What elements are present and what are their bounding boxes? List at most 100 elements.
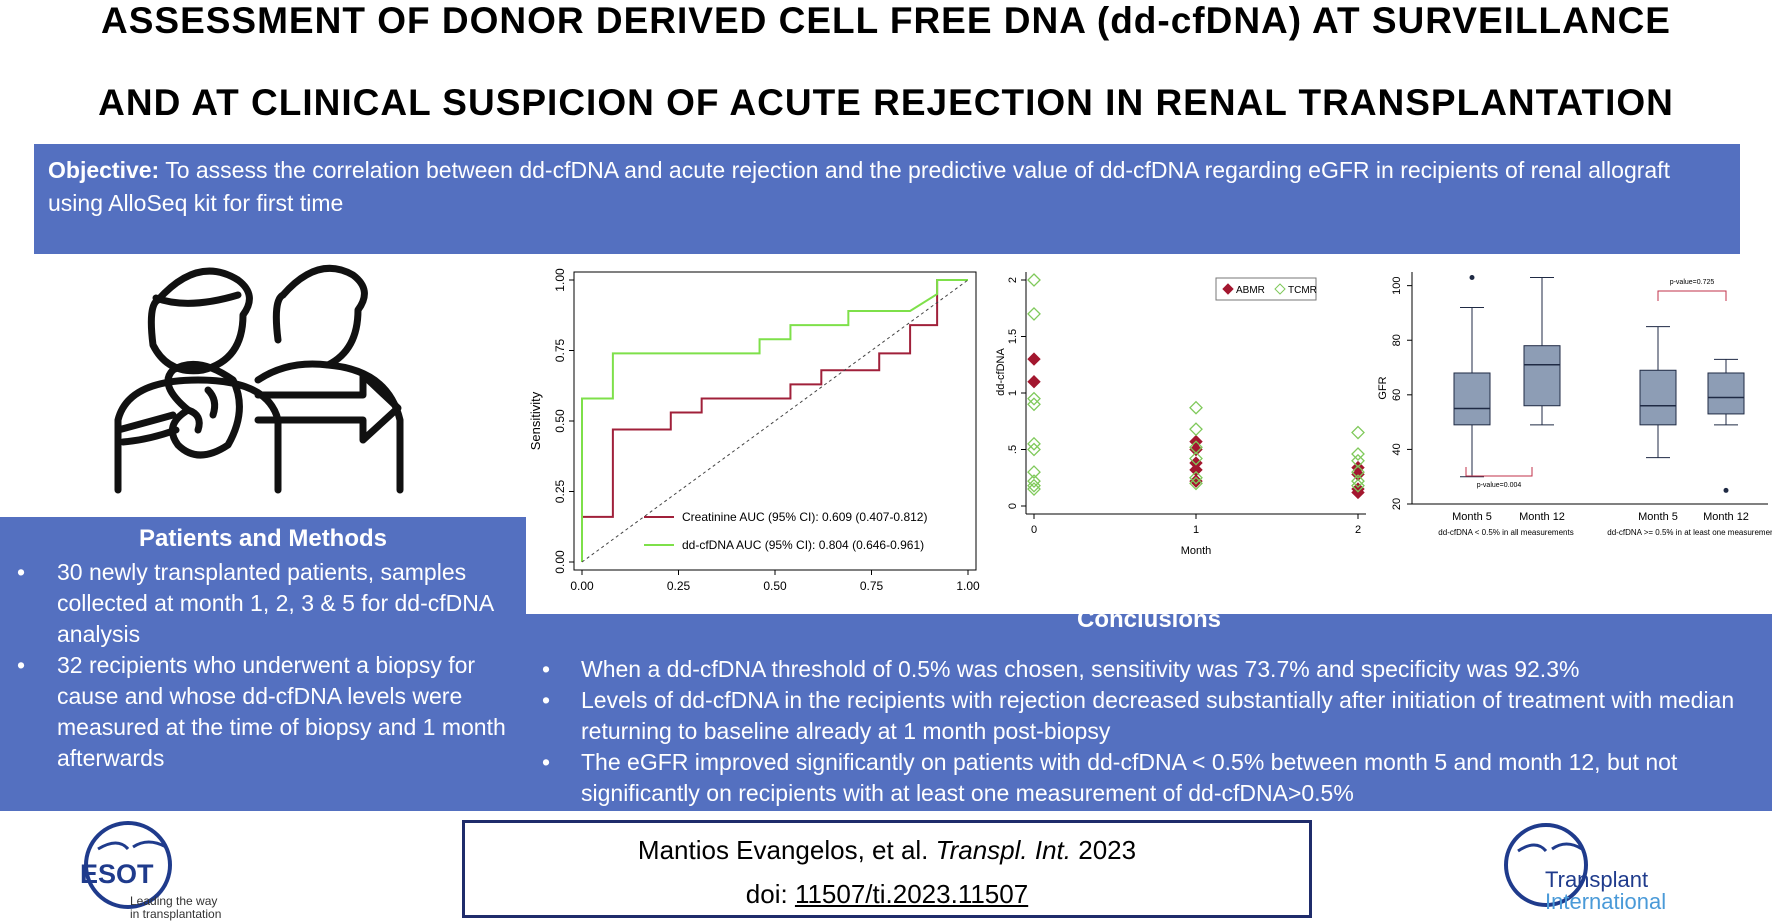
scatter-point (1189, 451, 1203, 466)
box-category-label: Month 5 (1638, 511, 1678, 523)
scatter-point (1351, 478, 1365, 493)
scatter-point (1189, 400, 1203, 415)
conclusions-list: When a dd-cfDNA threshold of 0.5% was ch… (526, 654, 1772, 809)
methods-panel: Patients and Methods 30 newly transplant… (0, 517, 526, 811)
scatter-point (1027, 306, 1041, 321)
box-y-axis-label: GFR (1377, 376, 1389, 399)
scatter-point (1189, 463, 1203, 477)
roc-legend-label: Creatinine AUC (95% CI): 0.609 (0.407-0.… (682, 510, 927, 524)
scatter-y-axis-label: dd-cfDNA (995, 348, 1007, 396)
scatter-y-tick-label: 1 (1007, 390, 1019, 396)
roc-x-tick-label: 0.25 (667, 579, 691, 593)
roc-plot-frame (573, 271, 977, 571)
roc-legend-label: dd-cfDNA AUC (95% CI): 0.804 (0.646-0.96… (682, 538, 924, 552)
scatter-point (1351, 474, 1365, 489)
scatter-point (1027, 442, 1041, 457)
scatter-point (1027, 482, 1041, 496)
scatter-point (1027, 352, 1041, 366)
box-rect (1707, 372, 1745, 415)
citation-authors: Mantios Evangelos, et al. (637, 835, 929, 865)
scatter-point (1027, 478, 1041, 493)
ti-logo-mark (1504, 823, 1588, 907)
box-category-label: Month 5 (1452, 511, 1492, 523)
citation-doi-link[interactable]: 11507/ti.2023.11507 (794, 879, 1029, 909)
citation-journal: Transpl. Int. (935, 835, 1071, 865)
conclusions-item: The eGFR improved significantly on patie… (526, 747, 1772, 809)
roc-y-tick-label: 0.75 (553, 338, 567, 362)
esot-tagline: Leading the way in transplantation (130, 895, 221, 921)
objective-label: Objective: (48, 157, 160, 183)
roc-x-tick-label: 1.00 (956, 579, 980, 593)
citation-box: Mantios Evangelos, et al. Transpl. Int. … (462, 820, 1312, 918)
scatter-legend-box (1215, 277, 1317, 301)
ti-line-2: International (1545, 889, 1667, 914)
scatter-legend-marker (1274, 283, 1286, 295)
scatter-point (1189, 422, 1203, 437)
citation-line-2: doi: 11507/ti.2023.11507 (465, 877, 1309, 911)
box-chart: 20 40 60 80 100 GFR Month 5 Month 12 Month 5 Mont… (1376, 262, 1772, 604)
scatter-chart-svg: 0 1 2 0 .5 1 1.5 2 Month dd-cfDNA ABMR TCMR (995, 272, 1366, 557)
roc-x-tick-label: 0.00 (570, 579, 594, 593)
box-group-label: dd-cfDNA >= 0.5% in at least one measure… (1607, 528, 1772, 537)
scatter-x-tick-label: 2 (1355, 524, 1361, 536)
objective-panel: Objective: To assess the correlation bet… (34, 144, 1740, 254)
box-rect (1453, 372, 1491, 426)
roc-x-tick-label: 0.50 (763, 579, 787, 593)
transplant-international-logo: Transplant International (1500, 815, 1740, 920)
scatter-point (1027, 273, 1041, 287)
patients-kidney-illustration (114, 264, 404, 494)
conclusions-item: When a dd-cfDNA threshold of 0.5% was ch… (526, 654, 1772, 685)
citation-line-1: Mantios Evangelos, et al. Transpl. Int. … (465, 833, 1309, 867)
roc-y-axis-label: Sensitivity (528, 391, 543, 450)
methods-item: 30 newly transplanted patients, samples … (0, 557, 526, 650)
objective-text: To assess the correlation between dd-cfD… (48, 157, 1670, 216)
scatter-x-tick-label: 1 (1193, 524, 1199, 536)
scatter-point (1027, 436, 1041, 451)
scatter-point (1351, 465, 1365, 480)
scatter-legend-label: ABMR (1236, 285, 1265, 296)
citation-year: 2023 (1078, 835, 1137, 865)
scatter-legend-label: TCMR (1288, 285, 1317, 296)
esot-tagline-1: Leading the way (130, 894, 218, 908)
box-category-label: Month 12 (1519, 511, 1565, 523)
ti-line-1: Transplant (1545, 867, 1649, 892)
box-rect (1523, 345, 1561, 407)
box-pvalue-bracket (1657, 290, 1727, 301)
scatter-x-tick-label: 0 (1031, 524, 1037, 536)
esot-logo-mark (84, 821, 172, 909)
box-y-tick-label: 100 (1391, 276, 1403, 294)
roc-x-tick-label: 0.75 (860, 579, 884, 593)
scatter-chart: 0 1 2 0 .5 1 1.5 2 Month dd-cfDNA ABMR TCMR (994, 262, 1372, 604)
conclusions-item: Levels of dd-cfDNA in the recipients wit… (526, 685, 1772, 747)
roc-y-tick-label: 0.25 (553, 479, 567, 503)
box-pvalue-label: p-value=0.725 (1670, 279, 1715, 286)
roc-y-tick-label: 0.00 (553, 550, 567, 574)
scatter-legend-marker (1222, 283, 1234, 295)
roc-y-tick-label: 0.50 (553, 409, 567, 433)
conclusions-heading: Conclusions (1076, 606, 1221, 633)
scatter-y-tick-label: .5 (1007, 445, 1019, 454)
scatter-point (1027, 374, 1041, 389)
roc-y-tick-label: 1.00 (553, 268, 567, 292)
scatter-y-tick-label: 2 (1007, 277, 1019, 283)
scatter-y-tick-label: 1.5 (1007, 329, 1019, 344)
scatter-point (1351, 447, 1365, 461)
conclusions-panel: Conclusions When a dd-cfDNA threshold of… (526, 606, 1772, 811)
box-y-tick-label: 80 (1391, 334, 1403, 346)
esot-name: ESOT (80, 859, 154, 889)
methods-list: 30 newly transplanted patients, samples … (0, 557, 526, 774)
objective-text-block: Objective: To assess the correlation bet… (34, 144, 1740, 230)
esot-tagline-2: in transplantation (130, 907, 222, 921)
methods-item: 32 recipients who underwent a biopsy for… (0, 650, 526, 774)
box-pvalue-label: p-value=0.004 (1477, 482, 1522, 489)
scatter-point (1027, 474, 1041, 489)
box-outlier (1723, 487, 1729, 493)
roc-chart: 0.00 0.25 0.50 0.75 1.00 0.00 0.25 0.50 0.75 1.00… (526, 262, 990, 604)
methods-heading: Patients and Methods (138, 525, 388, 552)
scatter-point (1189, 470, 1203, 485)
scatter-point (1027, 391, 1041, 406)
roc-chart-svg: 0.00 0.25 0.50 0.75 1.00 0.00 0.25 0.50 0.75 1.00… (528, 268, 980, 593)
scatter-point (1351, 425, 1365, 440)
scatter-point (1189, 476, 1203, 491)
citation-doi-label: doi: (745, 879, 788, 909)
